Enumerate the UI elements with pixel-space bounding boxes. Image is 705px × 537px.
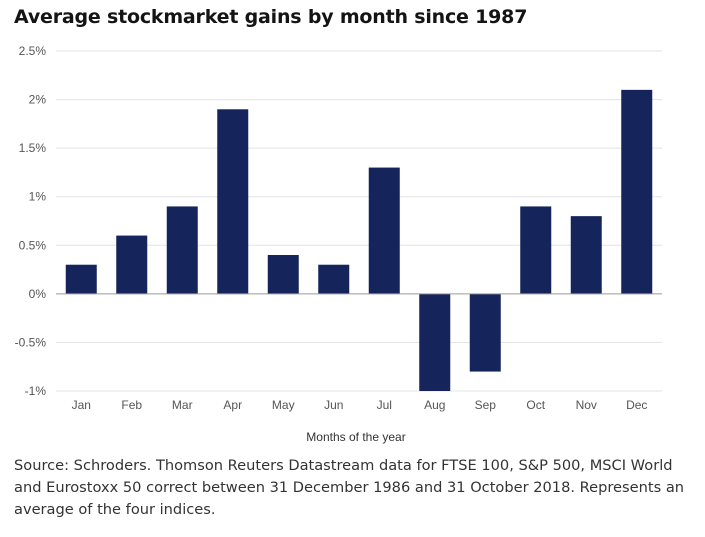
x-tick-label: May [272,398,295,412]
x-tick-label: Jan [72,398,91,412]
bars [65,89,653,391]
bar-mar [166,206,198,294]
bar-nov [570,216,602,294]
bar-chart: -1% -0.5% 0% 0.5% 1% 1.5% 2% 2.5% Jan Feb Mar Apr M… [15,44,662,444]
bar-jun [318,264,350,294]
bar-dec [621,89,653,294]
bar-aug [419,293,451,391]
bar-apr [217,109,249,294]
x-tick-label: Jun [324,398,343,412]
x-tick-label: Sep [475,398,497,412]
y-tick-label: -1% [25,384,47,398]
y-tick-label: -0.5% [15,335,47,349]
x-tick-label: Feb [121,398,142,412]
bar-feb [116,235,148,294]
y-axis-ticks: -1% -0.5% 0% 0.5% 1% 1.5% 2% 2.5% [15,44,47,398]
bar-jul [368,167,400,294]
y-tick-label: 2.5% [19,44,47,58]
y-tick-label: 1% [29,190,47,204]
source-note: Source: Schroders. Thomson Reuters Datas… [14,457,685,518]
bar-oct [520,206,552,294]
x-tick-label: Apr [223,398,242,412]
x-tick-label: Nov [576,398,597,412]
x-axis-label: Months of the year [306,430,405,444]
x-tick-label: Dec [626,398,647,412]
x-tick-label: Jul [377,398,392,412]
y-tick-label: 0.5% [19,238,47,252]
x-axis-ticks: Jan Feb Mar Apr May Jun Jul Aug Sep Oct Nov Dec [72,398,648,412]
chart-title: Average stockmarket gains by month since… [14,6,528,28]
x-tick-label: Oct [526,398,545,412]
x-tick-label: Mar [172,398,193,412]
y-tick-label: 0% [29,287,47,301]
y-tick-label: 1.5% [19,141,47,155]
gridlines [56,50,662,392]
bar-may [267,255,299,294]
bar-sep [469,293,501,372]
y-tick-label: 2% [29,93,47,107]
bar-jan [65,264,97,294]
x-tick-label: Aug [424,398,445,412]
